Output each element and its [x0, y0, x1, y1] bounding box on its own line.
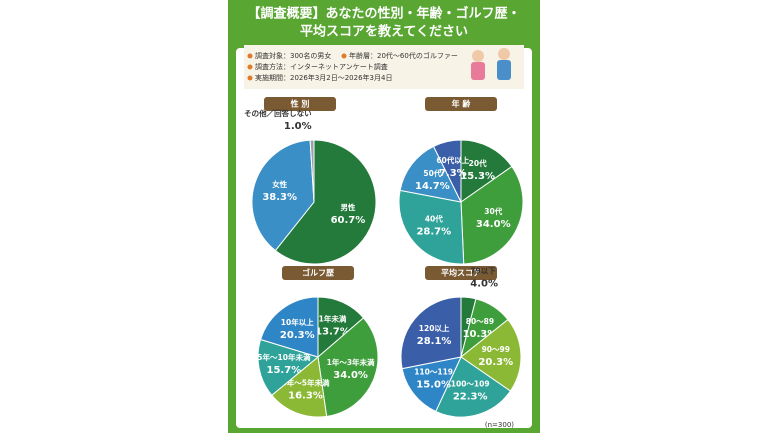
slice-value: 20.3%	[478, 357, 513, 368]
chart-title: ゴルフ歴	[302, 268, 334, 278]
title-line: 平均スコアを教えてください	[300, 24, 468, 40]
pie-slice	[432, 139, 462, 203]
slice-value: 16.3%	[288, 390, 323, 401]
slice-value: 28.7%	[416, 227, 451, 238]
slice-value: 10.3%	[463, 329, 498, 340]
slice-value: 4.0%	[470, 279, 498, 290]
slice-category: 20代	[469, 158, 487, 168]
slice-value: 14.7%	[415, 181, 450, 192]
slice-value: 15.7%	[267, 365, 302, 376]
slice-value: 34.0%	[333, 370, 368, 381]
slice-category: 60代以上	[436, 155, 469, 165]
survey-item: 調査方法：インターネットアンケート調査	[255, 62, 388, 71]
slice-category: 50代	[423, 168, 441, 178]
bullet	[341, 53, 347, 59]
chart-title-pill	[264, 97, 336, 111]
slice-category: 1年未満	[319, 313, 347, 323]
pie-slice	[399, 145, 462, 203]
pie-slice	[251, 139, 315, 252]
slice-category: 80～89	[466, 317, 494, 326]
pie-slice	[317, 317, 379, 417]
slice-value: 1.0%	[284, 121, 312, 132]
slice-category: 40代	[425, 214, 443, 224]
pie-slice	[401, 356, 462, 413]
pie-slice	[460, 139, 513, 203]
survey-item: 年齢層：20代～60代のゴルファー	[349, 51, 458, 60]
slice-category: 1年～3年未満	[327, 357, 375, 367]
pie-slice	[400, 296, 462, 370]
pie-slice	[257, 338, 320, 396]
title-line: 【調査概要】あなたの性別・年齢・ゴルフ歴・	[247, 6, 520, 22]
slice-category: 10年以上	[281, 317, 314, 327]
charts: 性 別男性 60.7% 女性 38.3% その他／回答しない 1.0% 年 齢 20代 15.3…	[244, 97, 524, 418]
pie-slice	[317, 296, 365, 359]
chart-title: 平均スコア	[441, 268, 481, 278]
survey-item: 実施期間：2026年3月2日～2026年3月4日	[255, 73, 392, 82]
slice-category: 100～109	[451, 380, 490, 389]
pie-slice	[271, 356, 328, 418]
slice-category: 90～99	[482, 345, 510, 354]
illustration	[471, 48, 511, 80]
sample-note: (n=300)	[485, 421, 514, 429]
slice-value: 60.7%	[331, 215, 366, 226]
slice-value: 38.3%	[262, 192, 297, 203]
pie-slice	[460, 165, 524, 265]
pie-slice	[309, 139, 315, 203]
slice-value: 15.0%	[416, 380, 451, 391]
slice-category: 男性	[340, 202, 355, 212]
slice-category: 30代	[484, 206, 502, 216]
slice-category: 110～119	[414, 368, 453, 377]
survey-item: 調査対象：300名の男女	[255, 51, 331, 60]
slice-value: 28.1%	[417, 336, 452, 347]
pie-slice	[259, 296, 319, 358]
slice-category: 女性	[272, 179, 287, 189]
chart-title-pill	[425, 266, 497, 280]
slice-category: 120以上	[419, 323, 450, 333]
slice-category: 5年～10年未満	[257, 352, 311, 362]
bullet	[247, 53, 253, 59]
slice-value: 15.3%	[460, 171, 495, 182]
bullet	[247, 75, 253, 81]
chart-title: 年 齢	[452, 99, 472, 109]
bullet	[247, 64, 253, 70]
slice-category: その他／回答しない	[244, 108, 312, 118]
pie-slice	[398, 189, 465, 265]
slice-value: 34.0%	[476, 219, 511, 230]
chart-title-pill	[425, 97, 497, 111]
survey: 調査対象：300名の男女 年齢層：20代～60代のゴルファー調査方法：インターネッ…	[247, 51, 458, 82]
chart-title-pill	[282, 266, 354, 280]
slice-value: 22.3%	[453, 392, 488, 403]
slice-value: 7.3%	[439, 168, 467, 179]
slice-category: 79以下	[470, 267, 496, 276]
slice-value: 13.7%	[315, 326, 350, 337]
slice-value: 20.3%	[280, 330, 315, 341]
slice-category: 3年～5年未満	[282, 377, 330, 387]
chart-title: 性 別	[291, 99, 310, 109]
pie-slice	[460, 318, 522, 392]
pie-slice	[274, 139, 377, 265]
